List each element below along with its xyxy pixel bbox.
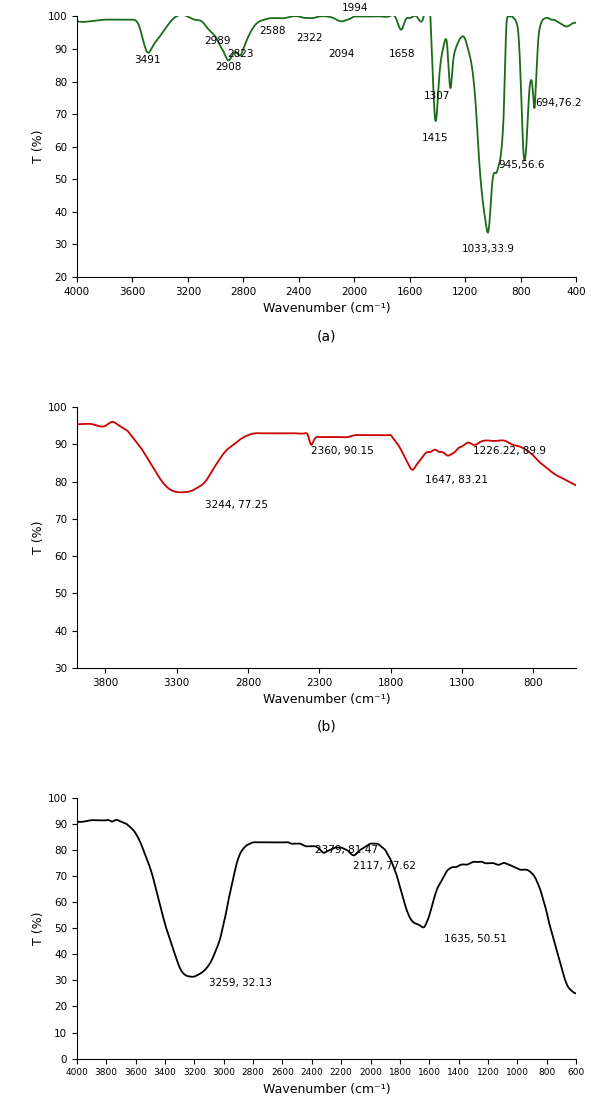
Text: 2379, 81.47: 2379, 81.47: [315, 846, 378, 856]
Y-axis label: T (%): T (%): [32, 129, 45, 163]
Text: 1994: 1994: [342, 3, 368, 13]
Y-axis label: T (%): T (%): [32, 521, 45, 554]
Text: 2989: 2989: [204, 36, 230, 46]
Text: 2823: 2823: [227, 48, 254, 59]
Text: (b): (b): [317, 720, 336, 734]
X-axis label: Wavenumber (cm⁻¹): Wavenumber (cm⁻¹): [263, 693, 390, 706]
Text: 1635, 50.51: 1635, 50.51: [444, 934, 507, 943]
X-axis label: Wavenumber (cm⁻¹): Wavenumber (cm⁻¹): [263, 1083, 390, 1096]
X-axis label: Wavenumber (cm⁻¹): Wavenumber (cm⁻¹): [263, 303, 390, 315]
Text: 3491: 3491: [134, 55, 161, 66]
Text: 2360, 90.15: 2360, 90.15: [311, 445, 374, 455]
Text: 2322: 2322: [296, 33, 323, 43]
Text: 694,76.2: 694,76.2: [535, 98, 582, 108]
Text: 2117, 77.62: 2117, 77.62: [353, 861, 417, 871]
Text: 1415: 1415: [422, 134, 449, 144]
Text: 2908: 2908: [215, 61, 242, 71]
Text: 945,56.6: 945,56.6: [499, 159, 545, 170]
Text: 1226.22, 89.9: 1226.22, 89.9: [473, 445, 545, 455]
Text: 3259, 32.13: 3259, 32.13: [209, 979, 272, 988]
Text: 3244, 77.25: 3244, 77.25: [205, 499, 268, 510]
Y-axis label: T (%): T (%): [32, 912, 45, 946]
Text: 1307: 1307: [424, 91, 450, 101]
Text: 1033,33.9: 1033,33.9: [462, 245, 515, 255]
Text: 1658: 1658: [388, 48, 415, 59]
Text: 1647, 83.21: 1647, 83.21: [425, 475, 488, 485]
Text: 2588: 2588: [259, 26, 286, 36]
Text: (a): (a): [317, 329, 336, 343]
Text: 2094: 2094: [328, 48, 355, 59]
